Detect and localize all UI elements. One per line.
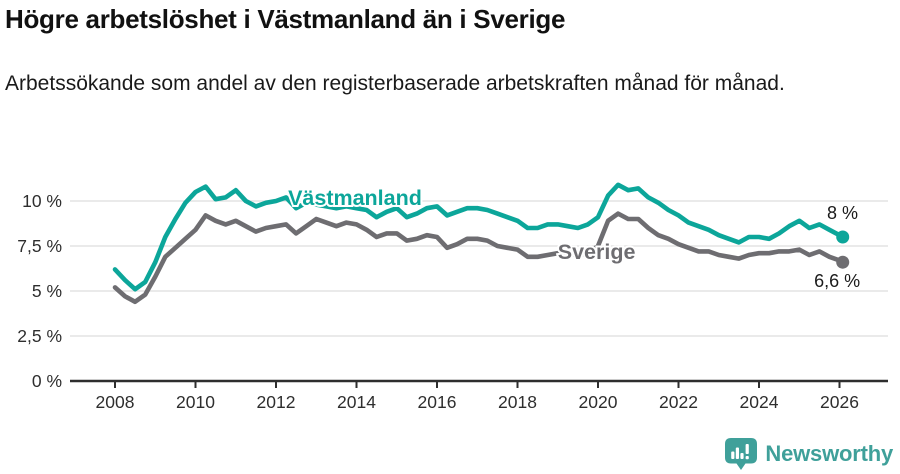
series-label-sverige: Sverige bbox=[558, 240, 636, 264]
x-axis-label: 2018 bbox=[498, 392, 537, 412]
x-axis-label: 2024 bbox=[740, 392, 779, 412]
x-axis-label: 2026 bbox=[820, 392, 859, 412]
line-chart: 0 % 2,5 % 5 % 7,5 % 10 % 2008 2010 2012 2014 2016… bbox=[0, 160, 900, 460]
y-axis-label: 2,5 % bbox=[17, 326, 62, 346]
series-line-vstmanland bbox=[112, 182, 846, 292]
x-axis-label: 2022 bbox=[659, 392, 698, 412]
bar-chart-speech-bubble-icon bbox=[725, 438, 758, 470]
x-axis-label: 2014 bbox=[337, 392, 376, 412]
y-axis-label: 7,5 % bbox=[17, 236, 62, 256]
end-value-label-vstmanland: 8 % bbox=[827, 203, 858, 223]
y-axis-label: 10 % bbox=[22, 191, 62, 211]
series-end-dot-vstmanland bbox=[836, 230, 850, 244]
x-axis-label: 2008 bbox=[96, 392, 135, 412]
series-label-vstmanland: Västmanland bbox=[288, 186, 422, 210]
page-title: Högre arbetslöshet i Västmanland än i Sv… bbox=[5, 4, 566, 34]
series-end-dot-sverige bbox=[836, 255, 850, 269]
chart-subtitle: Arbetssökande som andel av den registerb… bbox=[5, 72, 785, 95]
chart-svg: 0 % 2,5 % 5 % 7,5 % 10 % 2008 2010 2012 2014 2016… bbox=[17, 182, 888, 412]
x-axis-label: 2020 bbox=[579, 392, 618, 412]
x-axis-label: 2012 bbox=[257, 392, 296, 412]
end-value-label-sverige: 6,6 % bbox=[814, 271, 860, 291]
x-axis-label: 2010 bbox=[176, 392, 215, 412]
x-axis-label: 2016 bbox=[418, 392, 457, 412]
series-line-sverige bbox=[112, 211, 846, 305]
y-axis-label: 5 % bbox=[32, 281, 62, 301]
newsworthy-logo[interactable]: Newsworthy bbox=[724, 437, 893, 471]
y-axis-label: 0 % bbox=[32, 371, 62, 391]
brand-name: Newsworthy bbox=[765, 441, 893, 466]
